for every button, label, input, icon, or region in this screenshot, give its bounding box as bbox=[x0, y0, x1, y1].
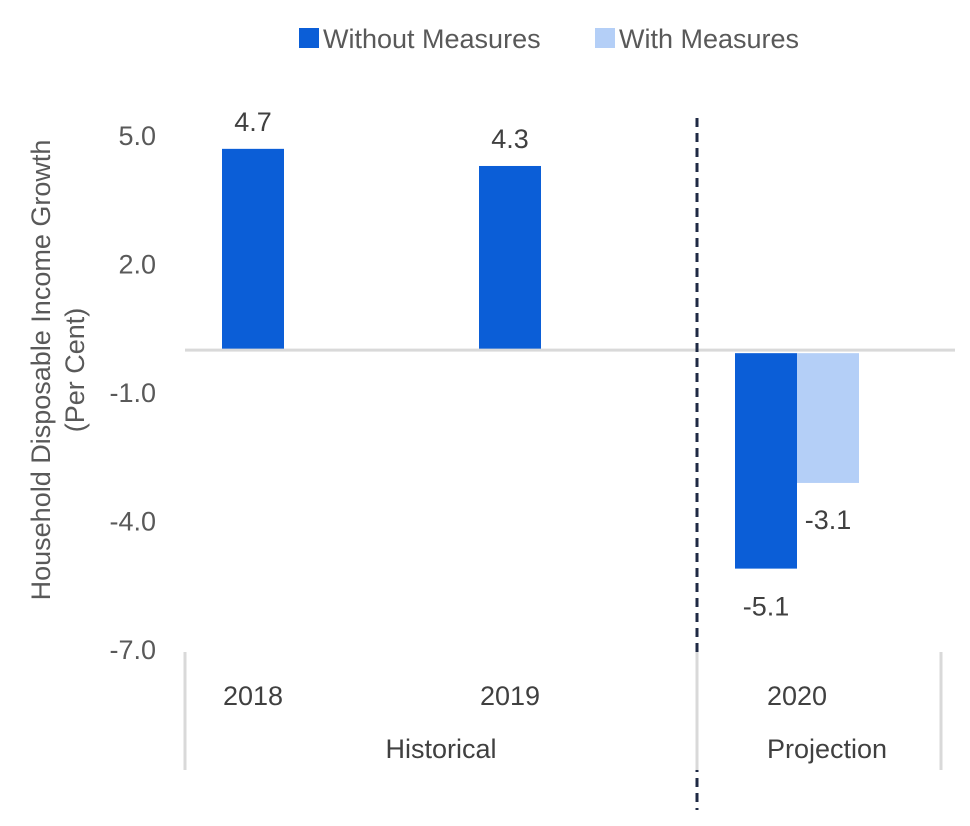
bar-with-measures-2020 bbox=[797, 353, 859, 483]
legend-label: With Measures bbox=[619, 24, 799, 54]
x-group-label: Projection bbox=[767, 734, 887, 764]
x-tick-label: 2018 bbox=[223, 681, 283, 711]
x-tick-label: 2019 bbox=[480, 681, 540, 711]
legend-swatch bbox=[595, 28, 615, 48]
data-labels: 4.7 4.3 -5.1 -3.1 bbox=[234, 107, 851, 622]
y-tick-label: 5.0 bbox=[118, 121, 156, 151]
bar-without-measures-2018 bbox=[222, 148, 284, 351]
y-tick-label: -1.0 bbox=[109, 378, 156, 408]
y-axis-title-line: Household Disposable Income Growth bbox=[26, 140, 56, 601]
legend-label: Without Measures bbox=[323, 24, 541, 54]
data-label: 4.3 bbox=[491, 124, 529, 154]
y-axis-title: Household Disposable Income Growth (Per C… bbox=[26, 140, 90, 601]
y-tick-label: 2.0 bbox=[118, 250, 156, 280]
x-group-label: Historical bbox=[385, 734, 496, 764]
data-label: 4.7 bbox=[234, 107, 272, 137]
bar-without-measures-2019 bbox=[479, 165, 541, 351]
x-tick-label: 2020 bbox=[767, 681, 827, 711]
y-tick-label: -4.0 bbox=[109, 507, 156, 537]
y-tick-label: -7.0 bbox=[109, 635, 156, 665]
bars bbox=[222, 148, 859, 569]
legend: Without Measures With Measures bbox=[299, 24, 799, 54]
data-label: -5.1 bbox=[743, 592, 790, 622]
bar-without-measures-2020 bbox=[735, 353, 797, 569]
x-axis: 2018 2019 2020 Historical Projection bbox=[183, 652, 943, 770]
y-axis-title-line: (Per Cent) bbox=[60, 308, 90, 433]
y-axis: 5.0 2.0 -1.0 -4.0 -7.0 bbox=[109, 121, 156, 665]
legend-swatch bbox=[299, 28, 319, 48]
data-label: -3.1 bbox=[805, 505, 852, 535]
